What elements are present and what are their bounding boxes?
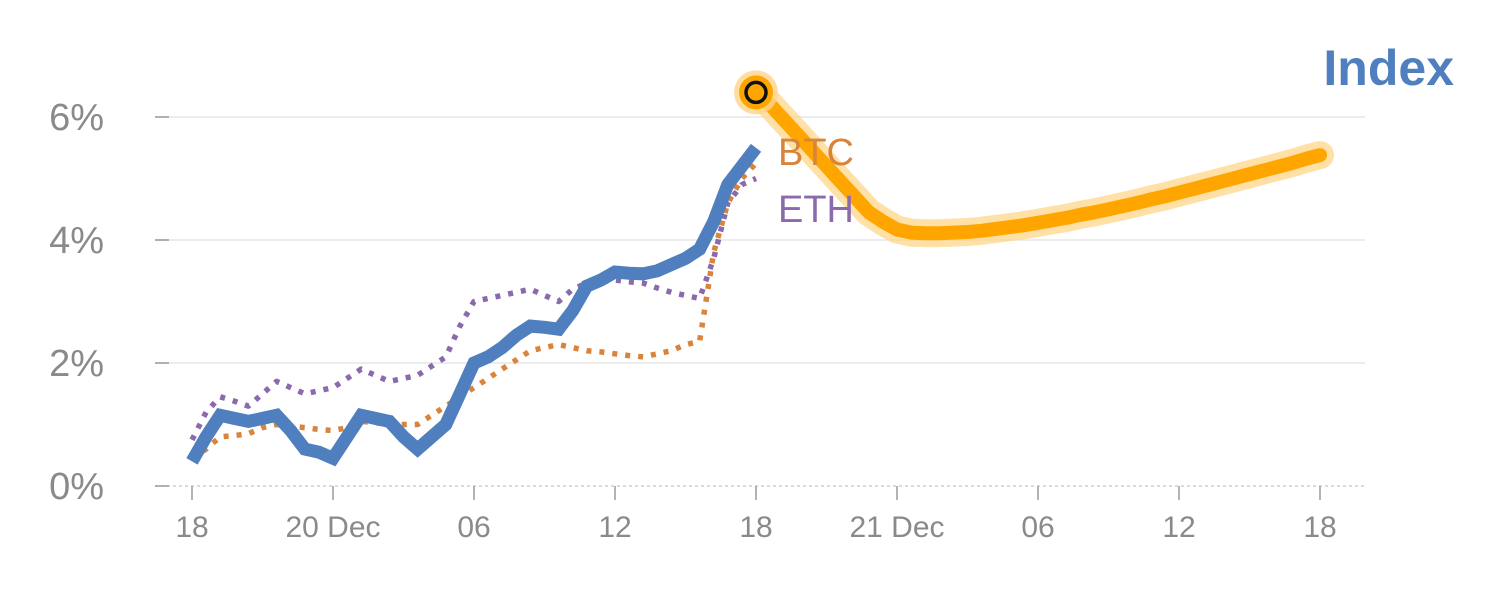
y-tick-label: 6% [49,97,104,139]
x-tick-label: 12 [598,511,631,544]
series-label-eth: ETH [778,189,854,231]
x-tick-label: 18 [739,511,772,544]
x-tick-label: 18 [1303,511,1336,544]
series-lines [186,70,1334,467]
x-tick-label: 06 [1021,511,1054,544]
y-tick-label: 4% [49,220,104,262]
x-axis: 18 20 Dec 06 12 18 21 Dec 06 12 18 [175,486,1337,544]
series-line-index [186,143,762,467]
highlight-point [744,80,768,105]
gridlines [155,116,1365,487]
x-tick-label: 06 [457,511,490,544]
labels: Index BTC ETH [778,40,1454,231]
y-tick-label: 0% [49,466,104,508]
chart-title: Index [1323,40,1454,96]
x-tick-label: 20 Dec [285,511,380,544]
x-tick-label: 12 [1162,511,1195,544]
y-axis: 0% 2% 4% 6% [49,97,169,508]
series-line-index-forecast [749,85,1327,241]
y-tick-label: 2% [49,343,104,385]
x-tick-label: 21 Dec [849,511,944,544]
series-label-btc: BTC [778,132,854,174]
x-tick-label: 18 [175,511,208,544]
series-line-eth [189,175,758,442]
